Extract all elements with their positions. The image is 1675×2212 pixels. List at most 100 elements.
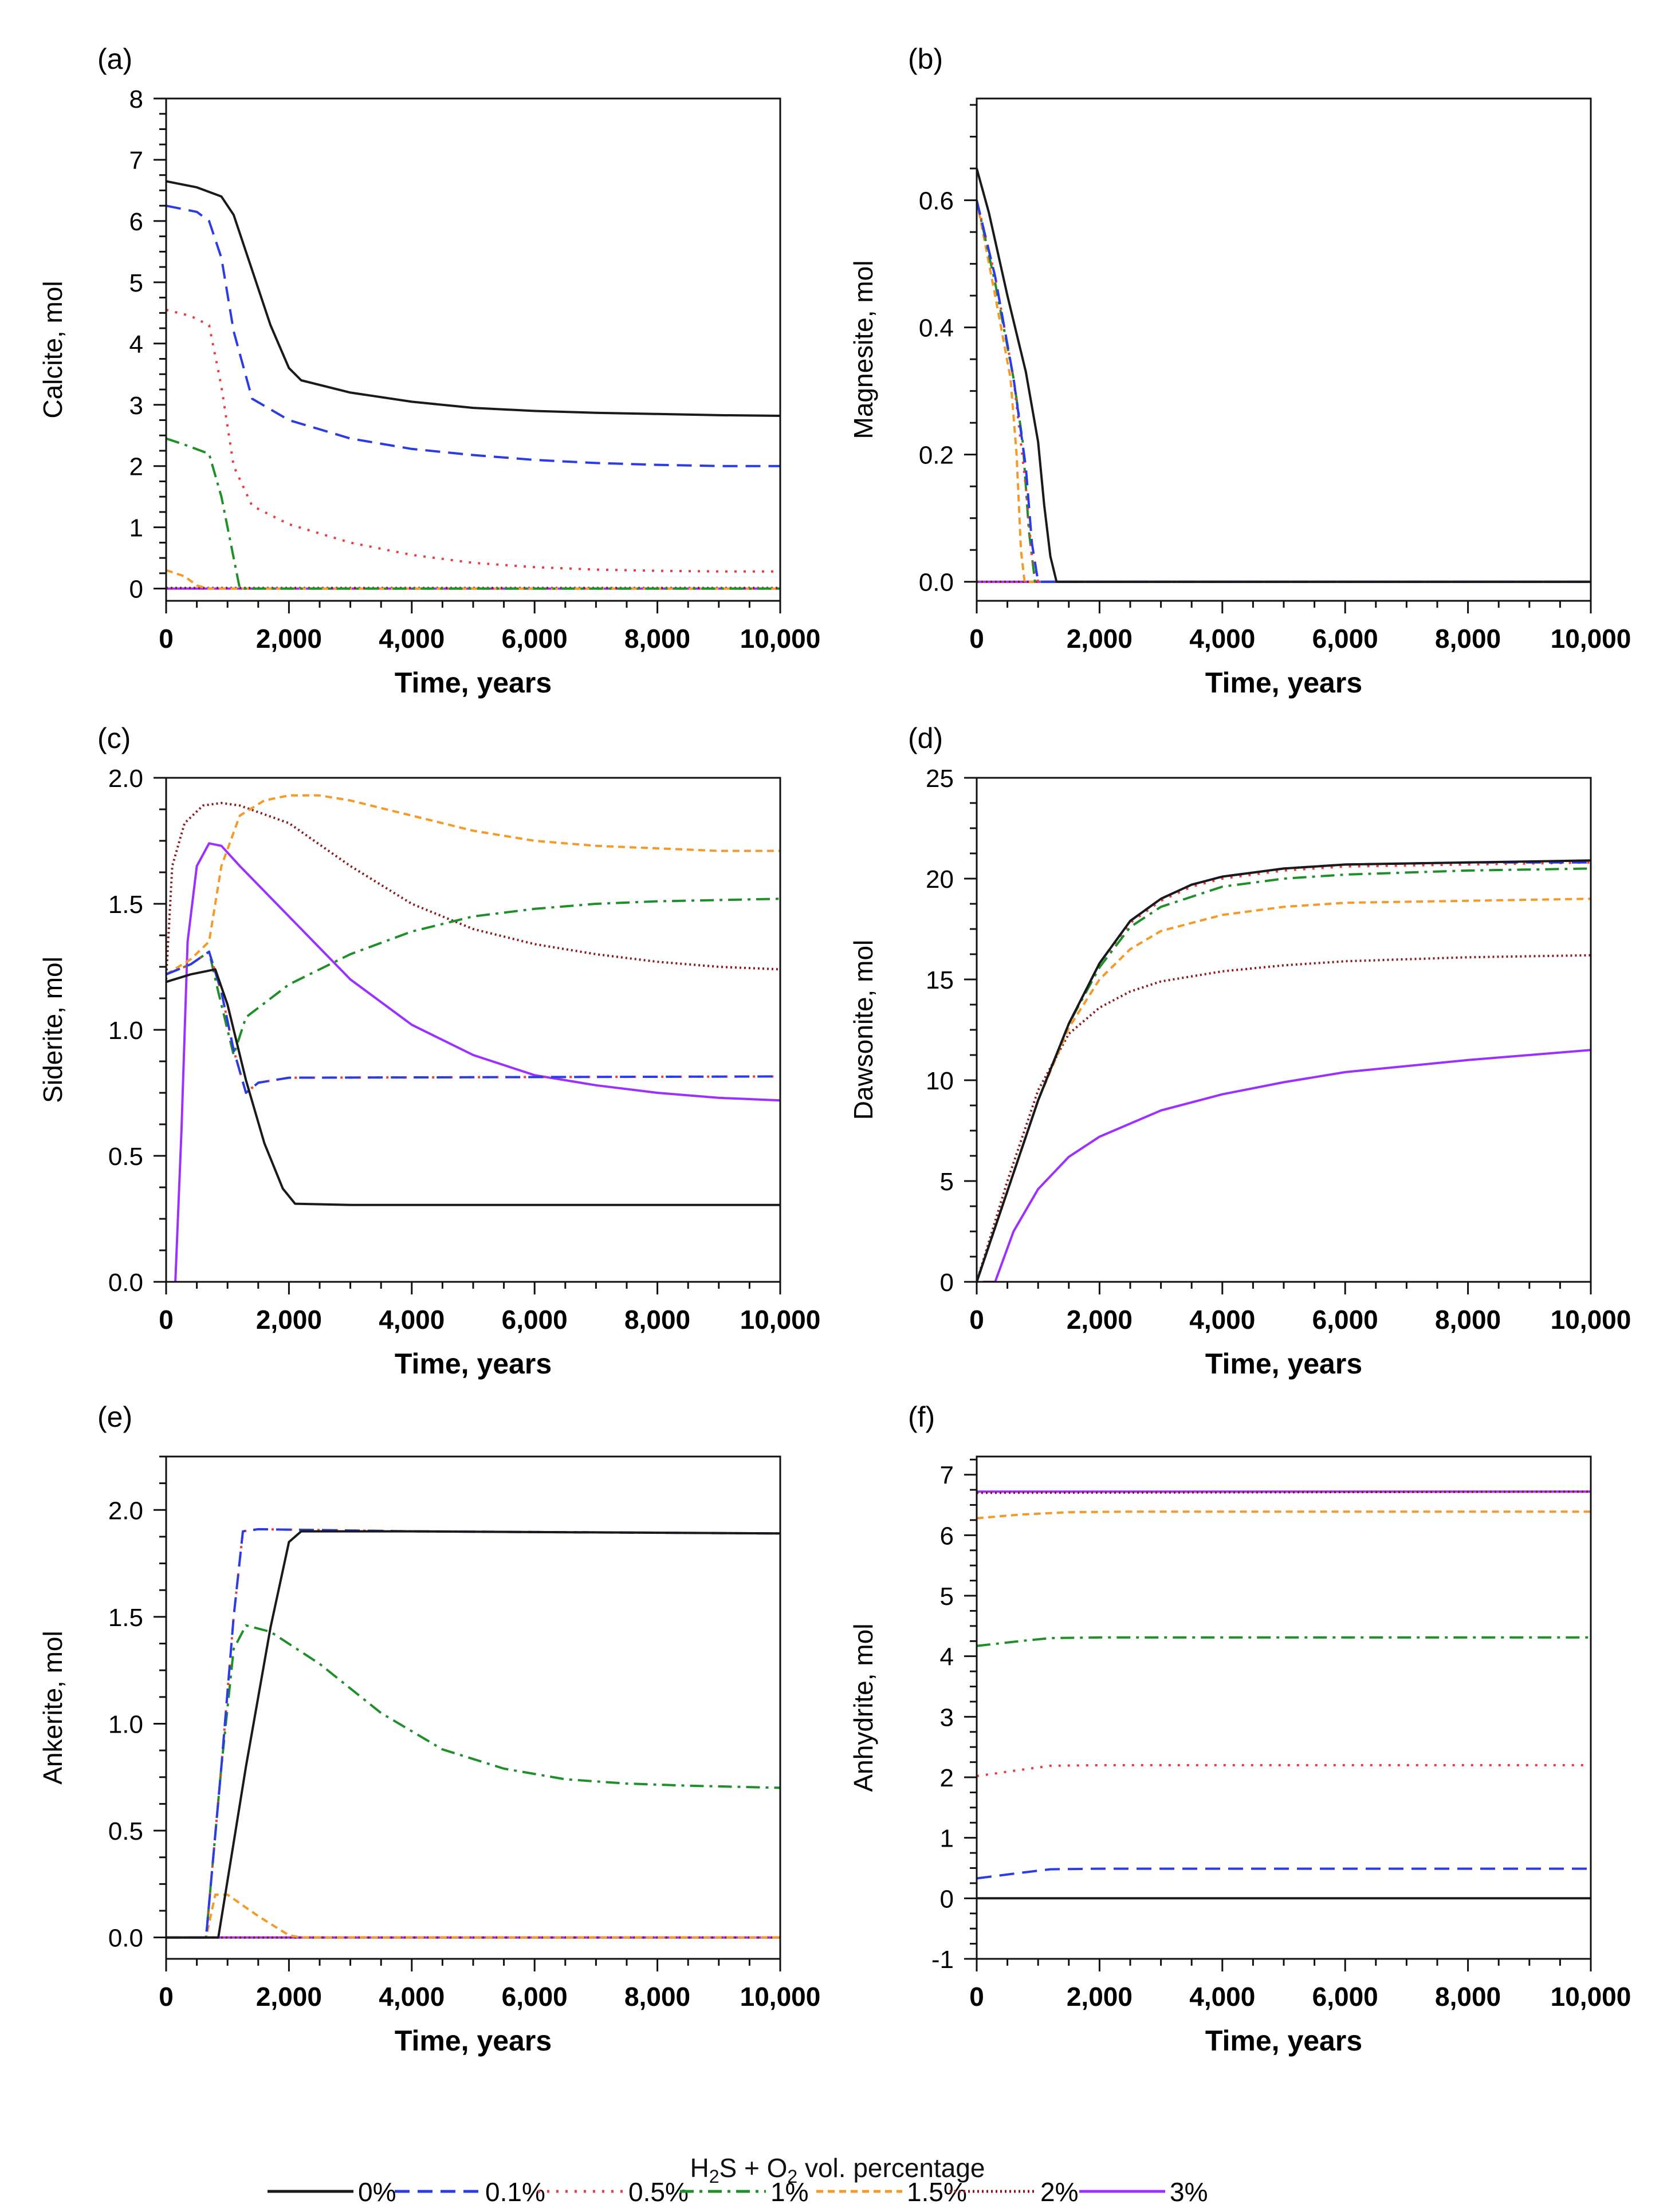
x-tick-label: 8,000 bbox=[1435, 1982, 1501, 2012]
panel-label: (a) bbox=[97, 43, 132, 75]
y-tick-label: 25 bbox=[926, 765, 954, 793]
y-tick-label: 20 bbox=[926, 865, 954, 894]
y-tick-label: -1 bbox=[931, 1946, 954, 1974]
x-tick-label: 2,000 bbox=[256, 1305, 322, 1335]
y-tick-label: 4 bbox=[940, 1643, 954, 1671]
y-axis-label: Dawsonite, mol bbox=[848, 940, 878, 1120]
x-axis-label: Time, years bbox=[1205, 2025, 1362, 2057]
legend-label: 0.1% bbox=[485, 2177, 545, 2207]
series-line-1_5pct bbox=[166, 794, 780, 975]
series-line-0pct bbox=[166, 1530, 780, 1939]
series-line-0_5pct bbox=[977, 861, 1591, 1282]
y-tick-label: 6 bbox=[129, 208, 143, 236]
series-line-1_5pct bbox=[166, 1894, 780, 1939]
series-line-0_1pct bbox=[977, 200, 1591, 583]
legend: 0% 0.1% 0.5% 1% 1.5% 2% 3% bbox=[268, 2177, 1208, 2207]
y-tick-label: 0.5 bbox=[108, 1817, 143, 1845]
x-tick-label: 4,000 bbox=[1189, 624, 1255, 654]
series-line-0_5pct bbox=[166, 950, 780, 1094]
plot-frame bbox=[165, 97, 781, 602]
y-tick-label: 1.5 bbox=[108, 891, 143, 919]
x-tick-label: 2,000 bbox=[256, 1982, 322, 2012]
x-tick-label: 6,000 bbox=[1312, 624, 1378, 654]
y-tick-label: 7 bbox=[940, 1462, 954, 1490]
x-tick-label: 8,000 bbox=[1435, 624, 1501, 654]
x-tick-label: 8,000 bbox=[624, 1305, 690, 1335]
y-tick-label: 0.6 bbox=[919, 187, 954, 215]
series-line-2pct bbox=[166, 802, 780, 980]
y-tick-label: 10 bbox=[926, 1067, 954, 1095]
panel-e: (e) 0 2,000 4,000 6,000 8,000 10,000 0.0 0.5 1.0 1… bbox=[38, 1401, 820, 2057]
y-axis-label: Ankerite, mol bbox=[38, 1631, 68, 1784]
y-tick-label: 7 bbox=[129, 147, 143, 175]
x-axis-label: Time, years bbox=[395, 667, 552, 699]
legend-label: 0% bbox=[358, 2177, 396, 2207]
series-line-0pct bbox=[977, 859, 1591, 1282]
y-tick-label: 1.0 bbox=[108, 1710, 143, 1738]
x-tick-label: 6,000 bbox=[1312, 1305, 1378, 1335]
series-line-0_1pct bbox=[977, 1867, 1591, 1880]
legend-label: 1.5% bbox=[907, 2177, 967, 2207]
y-tick-label: 0 bbox=[940, 1269, 954, 1297]
panel-label: (c) bbox=[97, 722, 131, 754]
series-line-1pct bbox=[166, 1624, 780, 1939]
series-line-1_5pct bbox=[977, 1510, 1591, 1520]
series-line-0_5pct bbox=[166, 1528, 780, 1939]
y-tick-label: 0 bbox=[940, 1885, 954, 1913]
x-tick-label: 10,000 bbox=[1551, 1305, 1631, 1335]
x-tick-label: 2,000 bbox=[1067, 1982, 1133, 2012]
x-tick-label: 10,000 bbox=[740, 1982, 821, 2012]
x-tick-label: 10,000 bbox=[740, 1305, 821, 1335]
x-tick-label: 0 bbox=[969, 1305, 984, 1335]
x-tick-label: 10,000 bbox=[740, 624, 821, 654]
series-line-0pct bbox=[166, 180, 780, 417]
series-line-2pct bbox=[977, 1490, 1591, 1494]
series-line-1pct bbox=[166, 437, 780, 590]
y-tick-label: 8 bbox=[129, 85, 143, 113]
x-tick-label: 4,000 bbox=[1189, 1305, 1255, 1335]
plot-frame bbox=[976, 97, 1592, 602]
series-line-1pct bbox=[977, 867, 1591, 1282]
y-axis-label: Anhydrite, mol bbox=[848, 1623, 878, 1792]
y-tick-label: 1.0 bbox=[108, 1017, 143, 1045]
x-tick-label: 0 bbox=[159, 1982, 174, 2012]
series-line-1pct bbox=[977, 200, 1591, 583]
series-line-0pct bbox=[977, 168, 1591, 583]
panel-a: (a) 0 2,000 4,000 6,000 8,000 10,000 0 1 2 3 4 5 6 7 8 T… bbox=[38, 43, 820, 699]
x-tick-label: 6,000 bbox=[502, 1982, 568, 2012]
x-tick-label: 6,000 bbox=[1312, 1982, 1378, 2012]
y-tick-label: 1 bbox=[129, 514, 143, 542]
panel-d: (d) 0 2,000 4,000 6,000 8,000 10,000 0 5 10 15 20 25… bbox=[848, 722, 1631, 1380]
x-tick-label: 4,000 bbox=[379, 1305, 445, 1335]
y-tick-label: 6 bbox=[940, 1522, 954, 1550]
x-tick-label: 4,000 bbox=[379, 1982, 445, 2012]
x-tick-label: 0 bbox=[159, 624, 174, 654]
y-tick-label: 0.0 bbox=[108, 1924, 143, 1953]
x-tick-label: 8,000 bbox=[624, 1982, 690, 2012]
panel-label: (f) bbox=[908, 1401, 935, 1433]
y-tick-label: 2 bbox=[940, 1764, 954, 1792]
x-tick-label: 8,000 bbox=[1435, 1305, 1501, 1335]
x-tick-label: 10,000 bbox=[1551, 1982, 1631, 2012]
y-tick-label: 3 bbox=[129, 392, 143, 420]
y-tick-label: 4 bbox=[129, 330, 143, 359]
y-tick-label: 0.0 bbox=[919, 569, 954, 597]
x-tick-label: 2,000 bbox=[256, 624, 322, 654]
y-tick-label: 2.0 bbox=[108, 1497, 143, 1525]
series-line-0_1pct bbox=[977, 861, 1591, 1282]
legend-label: 2% bbox=[1040, 2177, 1078, 2207]
x-axis-label: Time, years bbox=[395, 2025, 552, 2057]
series-line-0_1pct bbox=[166, 1528, 780, 1939]
panel-b: (b) 0 2,000 4,000 6,000 8,000 10,000 0.0 0.2 0.4 0… bbox=[848, 43, 1631, 699]
x-tick-label: 6,000 bbox=[502, 624, 568, 654]
y-tick-label: 2.0 bbox=[108, 765, 143, 793]
legend-label: 3% bbox=[1170, 2177, 1208, 2207]
plot-frame bbox=[165, 777, 781, 1283]
legend-label: 1% bbox=[770, 2177, 808, 2207]
series-line-1_5pct bbox=[166, 569, 780, 590]
y-tick-label: 0.2 bbox=[919, 442, 954, 470]
panel-c: (c) 0 2,000 4,000 6,000 8,000 10,000 0.0 0.5 1.0 1… bbox=[38, 722, 820, 1380]
panel-f: (f) 0 2,000 4,000 6,000 8,000 10,000 -1 0 1 2 3 4 5 6 7… bbox=[848, 1401, 1631, 2057]
series-line-3pct bbox=[174, 842, 780, 1282]
